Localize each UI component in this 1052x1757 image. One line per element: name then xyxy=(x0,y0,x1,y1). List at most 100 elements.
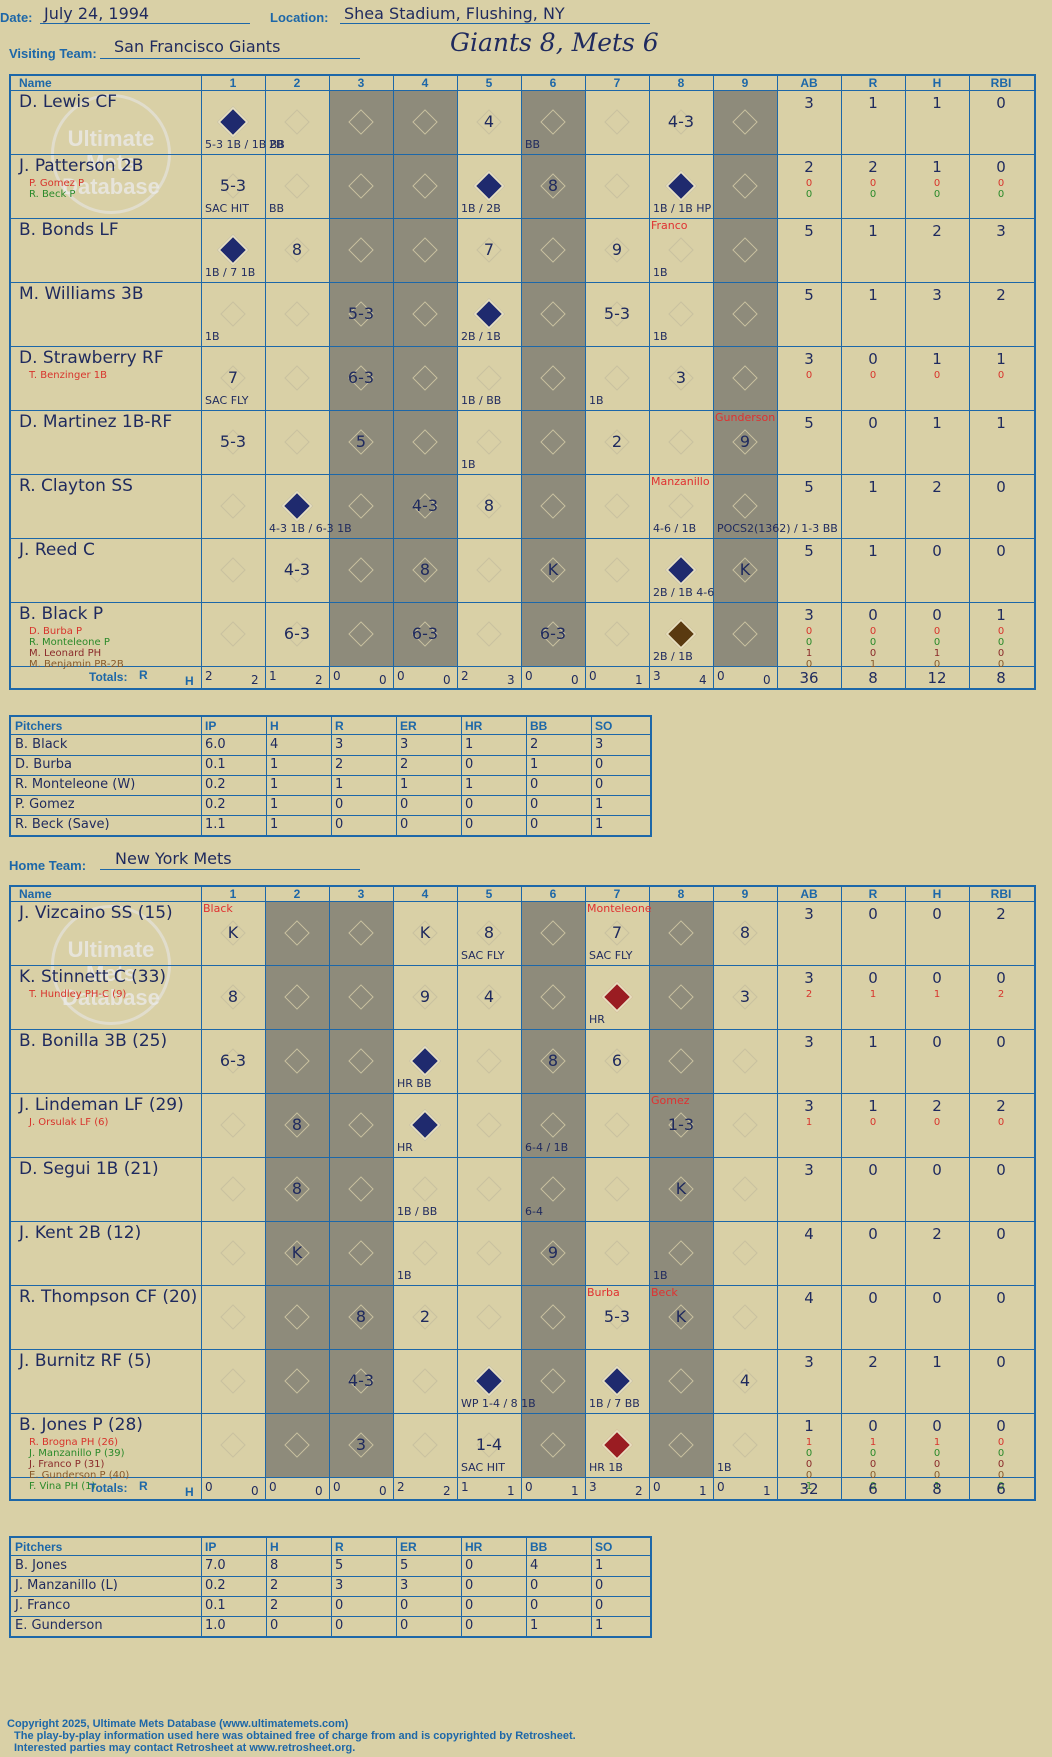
row-divider xyxy=(11,218,1034,219)
inning-header-6: 6 xyxy=(549,887,557,901)
play-detail: SAC FLY xyxy=(461,949,505,962)
pitcher-stat: 1 xyxy=(530,1618,539,1633)
inning-divider xyxy=(777,887,778,1499)
base-diamond xyxy=(476,429,502,455)
batter-rbi: 1 xyxy=(996,606,1006,624)
batter-r: 0 xyxy=(868,606,878,624)
batter-h: 2 xyxy=(932,222,942,240)
pitcher-table-header: ER xyxy=(400,1540,417,1554)
batter-r: 0 xyxy=(868,905,878,923)
pitcher-col-divider xyxy=(396,1538,397,1636)
play-detail: 1B / 7 1B xyxy=(205,266,256,279)
pitching-change: Manzanillo xyxy=(651,475,710,488)
batter-name: D. Lewis CF xyxy=(19,92,118,112)
batter-r: 1 xyxy=(868,1033,878,1051)
pitcher-stat: 1 xyxy=(335,777,344,792)
stat-header-h: H xyxy=(932,76,942,90)
base-diamond xyxy=(732,1304,758,1330)
substitute-rbi: 0 xyxy=(997,189,1005,200)
batter-ab: 3 xyxy=(804,1097,814,1115)
inning-shade-6 xyxy=(521,901,585,1477)
pitcher-stat: 3 xyxy=(400,737,409,752)
batter-name: B. Bonilla 3B (25) xyxy=(19,1031,168,1051)
stat-header-rbi: RBI xyxy=(990,76,1012,90)
substitute-ab: 0 xyxy=(805,178,813,189)
play-result: 1-4 xyxy=(475,1435,503,1454)
batter-r: 1 xyxy=(868,1097,878,1115)
inning-header-4: 4 xyxy=(421,887,429,901)
batter-r: 0 xyxy=(868,1289,878,1307)
base-diamond xyxy=(604,1240,630,1266)
inning-hits: 1 xyxy=(699,1484,707,1498)
substitute-r: 1 xyxy=(869,1437,877,1448)
inning-runs: 0 xyxy=(525,669,533,683)
pitcher-name: E. Gunderson xyxy=(15,1618,103,1633)
pitcher-table-header: H xyxy=(270,719,279,733)
play-result: 5-3 xyxy=(603,304,631,323)
pitcher-stat: 0 xyxy=(400,1598,409,1613)
play-result: K xyxy=(291,1243,303,1262)
footer: Copyright 2025, Ultimate Mets Database (… xyxy=(7,1718,576,1754)
pitcher-stat: 0 xyxy=(595,1598,604,1613)
inning-runs: 0 xyxy=(205,1480,213,1494)
substitute-r: 0 xyxy=(869,370,877,381)
team-total-ab: 32 xyxy=(799,1480,819,1498)
batter-h: 2 xyxy=(932,1097,942,1115)
run-scored-diamond xyxy=(601,981,633,1013)
row-divider xyxy=(11,1157,1034,1158)
batter-name: M. Williams 3B xyxy=(19,284,144,304)
play-result: 6-3 xyxy=(219,1051,247,1070)
substitute-ab: 0 xyxy=(805,189,813,200)
inning-hits: 2 xyxy=(315,673,323,687)
pitcher-stat: 0 xyxy=(465,1558,474,1573)
pitcher-table-header: SO xyxy=(595,719,613,733)
play-result: 8 xyxy=(483,923,495,942)
inning-header-7: 7 xyxy=(613,76,621,90)
pitcher-stat: 0 xyxy=(400,797,409,812)
play-result: K xyxy=(419,923,431,942)
batter-h: 0 xyxy=(932,1289,942,1307)
pitcher-stat: 3 xyxy=(595,737,604,752)
stat-header-rbi: RBI xyxy=(990,887,1012,901)
play-detail: 2B xyxy=(269,138,284,151)
pitcher-stat: 1 xyxy=(595,797,604,812)
inning-runs: 3 xyxy=(589,1480,597,1494)
substitute-name: P. Gomez P xyxy=(29,178,85,189)
stat-divider xyxy=(841,76,842,688)
substitute-ab: 1 xyxy=(805,1117,813,1128)
totals-r-label: R xyxy=(139,668,148,682)
date-label: Date: xyxy=(0,10,33,25)
substitute-r: 0 xyxy=(869,626,877,637)
play-detail: 2B / 1B xyxy=(461,330,501,343)
inning-divider xyxy=(521,887,522,1499)
inning-runs: 1 xyxy=(269,669,277,683)
base-diamond xyxy=(220,301,246,327)
batter-name: J. Burnitz RF (5) xyxy=(19,1351,152,1371)
batter-h: 1 xyxy=(932,350,942,368)
batter-name: D. Strawberry RF xyxy=(19,348,164,368)
pitcher-name: R. Beck (Save) xyxy=(15,817,110,832)
substitute-ab: 0 xyxy=(805,1470,813,1481)
inning-header-4: 4 xyxy=(421,76,429,90)
substitute-ab: 1 xyxy=(805,1481,813,1492)
base-diamond xyxy=(220,493,246,519)
inning-header-9: 9 xyxy=(741,76,749,90)
substitute-ab: 1 xyxy=(805,648,813,659)
run-scored-diamond xyxy=(601,1365,633,1397)
team-total-r: 8 xyxy=(868,669,878,687)
inning-header-1: 1 xyxy=(229,76,237,90)
pitcher-stat: 0.2 xyxy=(205,1578,226,1593)
substitute-ab: 0 xyxy=(805,637,813,648)
watermark-line: Database xyxy=(62,985,160,1010)
inning-header-9: 9 xyxy=(741,887,749,901)
pitcher-stat: 0 xyxy=(335,1618,344,1633)
play-result: 8 xyxy=(227,987,239,1006)
pitcher-stat: 0.1 xyxy=(205,757,226,772)
batter-ab: 5 xyxy=(804,222,814,240)
inning-runs: 0 xyxy=(525,1480,533,1494)
pitcher-col-divider xyxy=(266,1538,267,1636)
footer-retrosheet-contact: Interested parties may contact Retroshee… xyxy=(14,1742,356,1754)
play-result: 7 xyxy=(611,923,623,942)
stat-divider xyxy=(969,76,970,688)
base-diamond xyxy=(284,173,310,199)
